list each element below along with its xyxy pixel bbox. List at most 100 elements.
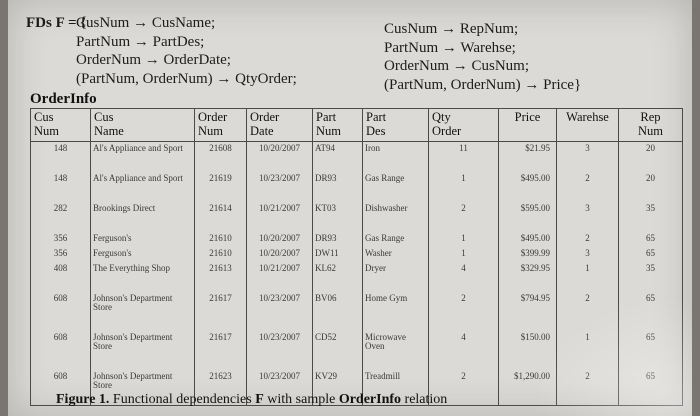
table-cell: 10/20/2007 [246, 246, 313, 262]
header-line: Num [198, 124, 223, 138]
table-cell: 608 [30, 291, 91, 331]
table-cell: 2 [428, 201, 499, 232]
table-cell: 10/23/2007 [246, 330, 313, 370]
table-cell: DW11 [312, 246, 363, 262]
table-cell: $794.95 [498, 291, 557, 331]
table-cell: 35 [618, 201, 683, 232]
table-cell: 10/21/2007 [246, 261, 313, 292]
header-line: Cus [34, 110, 54, 124]
table-header-row: Cus Num Cus Name Order Num Order Date Part Num Par… [30, 108, 683, 142]
table-cell: 21617 [194, 291, 247, 331]
table-cell: DR93 [312, 231, 363, 247]
table-cell: 1 [556, 261, 619, 292]
column-header: Part Num [312, 108, 363, 142]
header-line: Part [366, 110, 387, 124]
table-cell: Washer [362, 246, 429, 262]
table-cell: 282 [30, 201, 91, 232]
table-cell: Microwave Oven [362, 330, 429, 370]
table-cell: Ferguson's [90, 246, 195, 262]
table-cell: 65 [618, 369, 683, 406]
column-header: Rep Num [618, 108, 683, 142]
table-cell: 4 [428, 261, 499, 292]
table-cell: Dishwasher [362, 201, 429, 232]
table-cell: 608 [30, 330, 91, 370]
orderinfo-table: Cus Num Cus Name Order Num Order Date Part Num Par… [30, 108, 683, 406]
table-cell: 1 [556, 330, 619, 370]
table-cell: Home Gym [362, 291, 429, 331]
table-cell: $329.95 [498, 261, 557, 292]
column-header: Cus Num [30, 108, 91, 142]
fd-line: (PartNum, OrderNum) → Price} [384, 76, 582, 93]
fd-line: CusNum → RepNum; [384, 21, 519, 37]
header-line: Price [514, 110, 541, 124]
table-cell: $150.00 [498, 330, 557, 370]
table-cell: 148 [30, 171, 91, 202]
fd-line: OrderNum → CusNum; [384, 58, 529, 74]
table-cell: Johnson's Department Store [90, 369, 195, 406]
header-line: Order [198, 110, 228, 124]
table-cell: 10/23/2007 [246, 291, 313, 331]
table-cell: 3 [556, 201, 619, 232]
table-cell: 11 [428, 141, 499, 172]
header-line: Qty [432, 110, 451, 124]
figure-caption: Figure 1. Functional dependencies F with… [56, 392, 447, 408]
table-body: 148 Al's Appliance and Sport 21608 10/20/20… [30, 141, 683, 406]
table-cell: 3 [556, 141, 619, 172]
table-cell: 21613 [194, 261, 247, 292]
caption-bold-relation: OrderInfo [338, 392, 402, 407]
table-row: 408 The Everything Shop 21613 10/21/2007 KL6… [30, 261, 683, 292]
table-cell: 2 [556, 231, 619, 247]
table-cell: 21608 [194, 141, 247, 172]
table-cell: The Everything Shop [90, 261, 195, 292]
header-line: Cus [94, 110, 114, 124]
table-cell: $495.00 [498, 171, 557, 202]
table-cell: 356 [30, 246, 91, 262]
header-line: Warehse [566, 110, 609, 124]
table-cell: BV06 [312, 291, 363, 331]
table-cell: 2 [556, 171, 619, 202]
table-cell: 356 [30, 231, 91, 247]
table-cell: 2 [556, 369, 619, 406]
table-cell: KV29 [312, 369, 363, 406]
table-cell: Ferguson's [90, 231, 195, 247]
table-row: 608 Johnson's Department Store 21617 10/23/… [30, 291, 683, 331]
table-cell: 1 [428, 171, 499, 202]
header-line: Num [638, 124, 663, 138]
header-line: Order [250, 110, 280, 124]
table-cell: 10/23/2007 [246, 171, 313, 202]
table-cell: KL62 [312, 261, 363, 292]
column-header: Price [498, 108, 557, 142]
table-cell: KT03 [312, 201, 363, 232]
fds-column-left: CusNum → CusName; PartNum → PartDes; Ord… [76, 14, 297, 88]
table-cell: 608 [30, 369, 91, 406]
table-cell: 2 [428, 291, 499, 331]
fd-line: (PartNum, OrderNum) → QtyOrder; [76, 70, 297, 87]
table-cell: 21619 [194, 171, 247, 202]
table-cell: 148 [30, 141, 91, 172]
table-cell: Brookings Direct [90, 201, 195, 232]
table-cell: 65 [618, 291, 683, 331]
table-row: 608 Johnson's Department Store 21617 10/23/… [30, 330, 683, 370]
table-row: 608 Johnson's Department Store 21623 10/23/… [30, 369, 683, 406]
relation-title: OrderInfo [30, 91, 97, 107]
table-cell: 408 [30, 261, 91, 292]
table-cell: Iron [362, 141, 429, 172]
header-line: Num [316, 124, 341, 138]
header-line: Rep [640, 110, 661, 124]
header-line: Name [94, 124, 124, 138]
column-header: Qty Order [428, 108, 499, 142]
table-row: 356 Ferguson's 21610 10/20/2007 DW11 Washer 1 $… [30, 246, 683, 262]
caption-bold-f: F [255, 392, 264, 407]
caption-text-3: relation [401, 392, 448, 407]
table-cell: Treadmill [362, 369, 429, 406]
table-cell: 10/20/2007 [246, 141, 313, 172]
table-cell: 21617 [194, 330, 247, 370]
table-cell: Dryer [362, 261, 429, 292]
header-line: Num [34, 124, 59, 138]
table-cell: 4 [428, 330, 499, 370]
fd-line: PartNum → Warehse; [384, 39, 516, 56]
table-cell: 65 [618, 231, 683, 247]
table-cell: 21623 [194, 369, 247, 406]
header-line: Part [316, 110, 337, 124]
caption-text-1: Functional dependencies [109, 392, 256, 407]
